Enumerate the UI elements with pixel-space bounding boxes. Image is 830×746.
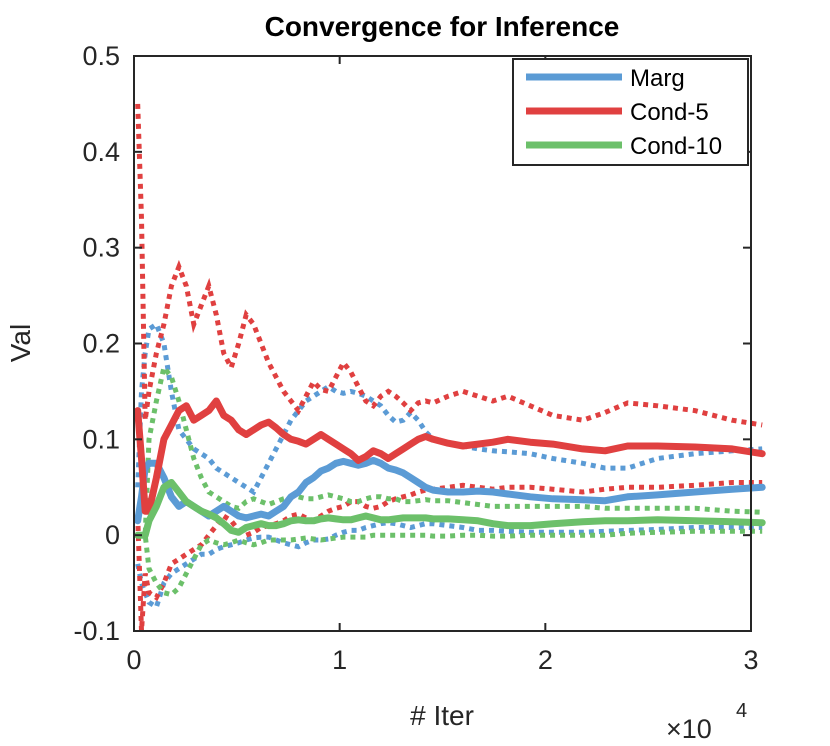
series-cond-5-upper-bound-line (135, 103, 763, 428)
y-tick-label: 0 (105, 520, 120, 550)
series-layer (134, 103, 766, 632)
ticks-layer: 0 1 2 3-0.100.10.20.30.40.5 (73, 41, 758, 675)
series-cond-10-upper-bound-line (137, 361, 763, 538)
y-tick-label: 0.3 (82, 233, 120, 263)
x-axis-label: # Iter (410, 700, 474, 731)
x-tick-label: 2 (538, 645, 553, 675)
series-cond-10-mean-line (134, 479, 766, 539)
x-axis-exponent-power: 4 (736, 700, 747, 722)
y-tick-label: 0.1 (82, 424, 120, 454)
series-cond-10-lower-bound-line (137, 528, 763, 598)
x-tick-label: 0 (126, 645, 141, 675)
y-tick-label: 0.4 (82, 137, 120, 167)
y-tick-label: -0.1 (73, 616, 120, 646)
legend-label: Marg (630, 65, 685, 92)
y-axis-label: Val (5, 324, 36, 362)
series-cond-5-mean-line (134, 397, 766, 515)
x-axis-exponent: ×10 4 (666, 700, 747, 744)
x-tick-label: 3 (743, 645, 758, 675)
x-tick-label: 1 (332, 645, 347, 675)
y-tick-label: 0.2 (82, 329, 120, 359)
chart-title: Convergence for Inference (265, 11, 620, 42)
y-tick-label: 0.5 (82, 41, 120, 71)
legend-label: Cond-10 (630, 133, 722, 160)
legend: Marg Cond-5 Cond-10 (512, 58, 749, 166)
legend-label: Cond-5 (630, 99, 709, 126)
x-axis-exponent-base: ×10 (666, 714, 712, 744)
series-marg-upper-bound-line (135, 320, 763, 496)
